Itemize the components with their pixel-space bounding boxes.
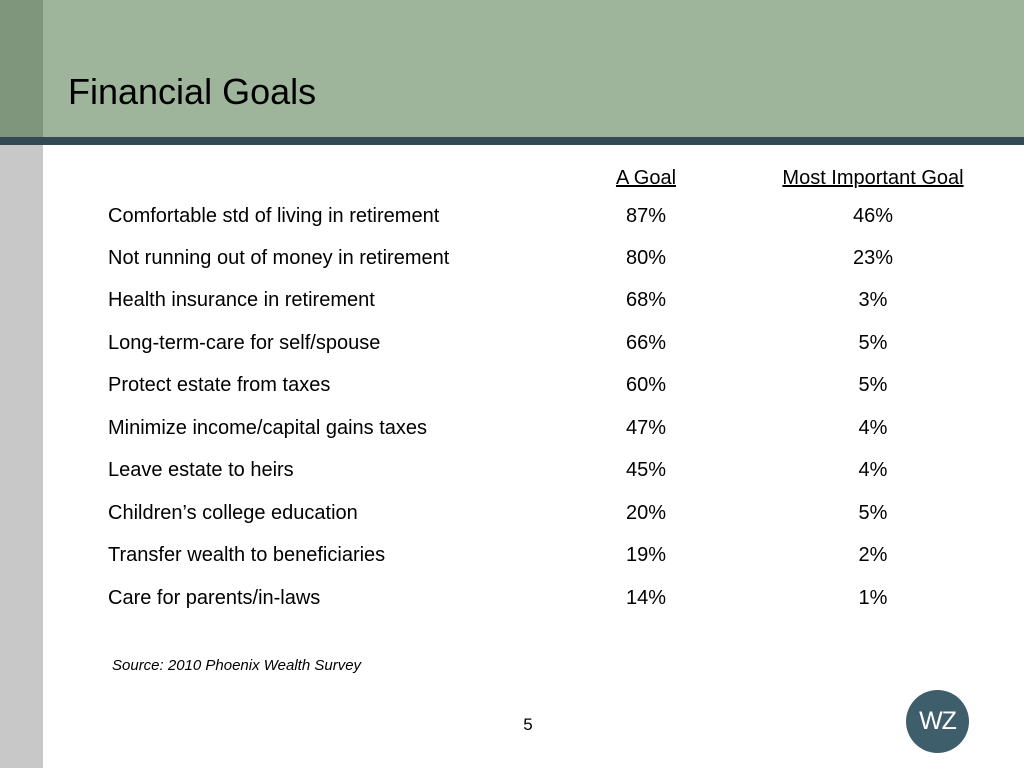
table-row: Comfortable std of living in retirement … bbox=[108, 202, 998, 230]
most-important-value: 5% bbox=[858, 374, 888, 396]
logo-text: WZ bbox=[919, 707, 957, 735]
most-important-value: 5% bbox=[858, 502, 888, 524]
column-header-a-goal: A Goal bbox=[615, 167, 677, 189]
row-label: Health insurance in retirement bbox=[108, 289, 375, 311]
table-row: Care for parents/in-laws 14% 1% bbox=[108, 584, 998, 612]
a-goal-value: 47% bbox=[625, 417, 667, 439]
a-goal-value: 87% bbox=[625, 205, 667, 227]
table-row: Children’s college education 20% 5% bbox=[108, 499, 998, 527]
a-goal-value: 45% bbox=[625, 459, 667, 481]
a-goal-value: 66% bbox=[625, 332, 667, 354]
a-goal-value: 14% bbox=[625, 587, 667, 609]
table-row: Not running out of money in retirement 8… bbox=[108, 244, 998, 272]
most-important-value: 5% bbox=[858, 332, 888, 354]
most-important-value: 4% bbox=[858, 459, 888, 481]
row-label: Care for parents/in-laws bbox=[108, 587, 321, 609]
table-row: Long-term-care for self/spouse 66% 5% bbox=[108, 329, 998, 357]
row-label: Not running out of money in retirement bbox=[108, 247, 450, 269]
slide-header bbox=[43, 0, 1024, 137]
header-divider bbox=[0, 137, 1024, 145]
row-label: Comfortable std of living in retirement bbox=[108, 205, 440, 227]
page-number: 5 bbox=[523, 715, 533, 734]
most-important-value: 2% bbox=[858, 544, 888, 566]
source-note: Source: 2010 Phoenix Wealth Survey bbox=[112, 657, 362, 674]
most-important-value: 23% bbox=[852, 247, 894, 269]
most-important-value: 3% bbox=[858, 289, 888, 311]
most-important-value: 4% bbox=[858, 417, 888, 439]
row-label: Transfer wealth to beneficiaries bbox=[108, 544, 386, 566]
a-goal-value: 19% bbox=[625, 544, 667, 566]
row-label: Leave estate to heirs bbox=[108, 459, 294, 481]
wz-logo: WZ bbox=[906, 690, 969, 753]
a-goal-value: 68% bbox=[625, 289, 667, 311]
left-strip-top bbox=[0, 0, 43, 137]
a-goal-value: 20% bbox=[625, 502, 667, 524]
row-label: Minimize income/capital gains taxes bbox=[108, 417, 428, 439]
most-important-value: 1% bbox=[858, 587, 888, 609]
column-header-most-important-goal: Most Important Goal bbox=[782, 167, 964, 189]
row-label: Protect estate from taxes bbox=[108, 374, 331, 396]
table-row: Transfer wealth to beneficiaries 19% 2% bbox=[108, 541, 998, 569]
table-row: Minimize income/capital gains taxes 47% … bbox=[108, 414, 998, 442]
row-label: Children’s college education bbox=[108, 502, 358, 524]
table-row: Protect estate from taxes 60% 5% bbox=[108, 371, 998, 399]
table-row: Leave estate to heirs 45% 4% bbox=[108, 456, 998, 484]
a-goal-value: 60% bbox=[625, 374, 667, 396]
row-label: Long-term-care for self/spouse bbox=[108, 332, 381, 354]
slide-title: Financial Goals bbox=[68, 71, 317, 112]
table-row: Health insurance in retirement 68% 3% bbox=[108, 286, 998, 314]
a-goal-value: 80% bbox=[625, 247, 667, 269]
most-important-value: 46% bbox=[852, 205, 894, 227]
